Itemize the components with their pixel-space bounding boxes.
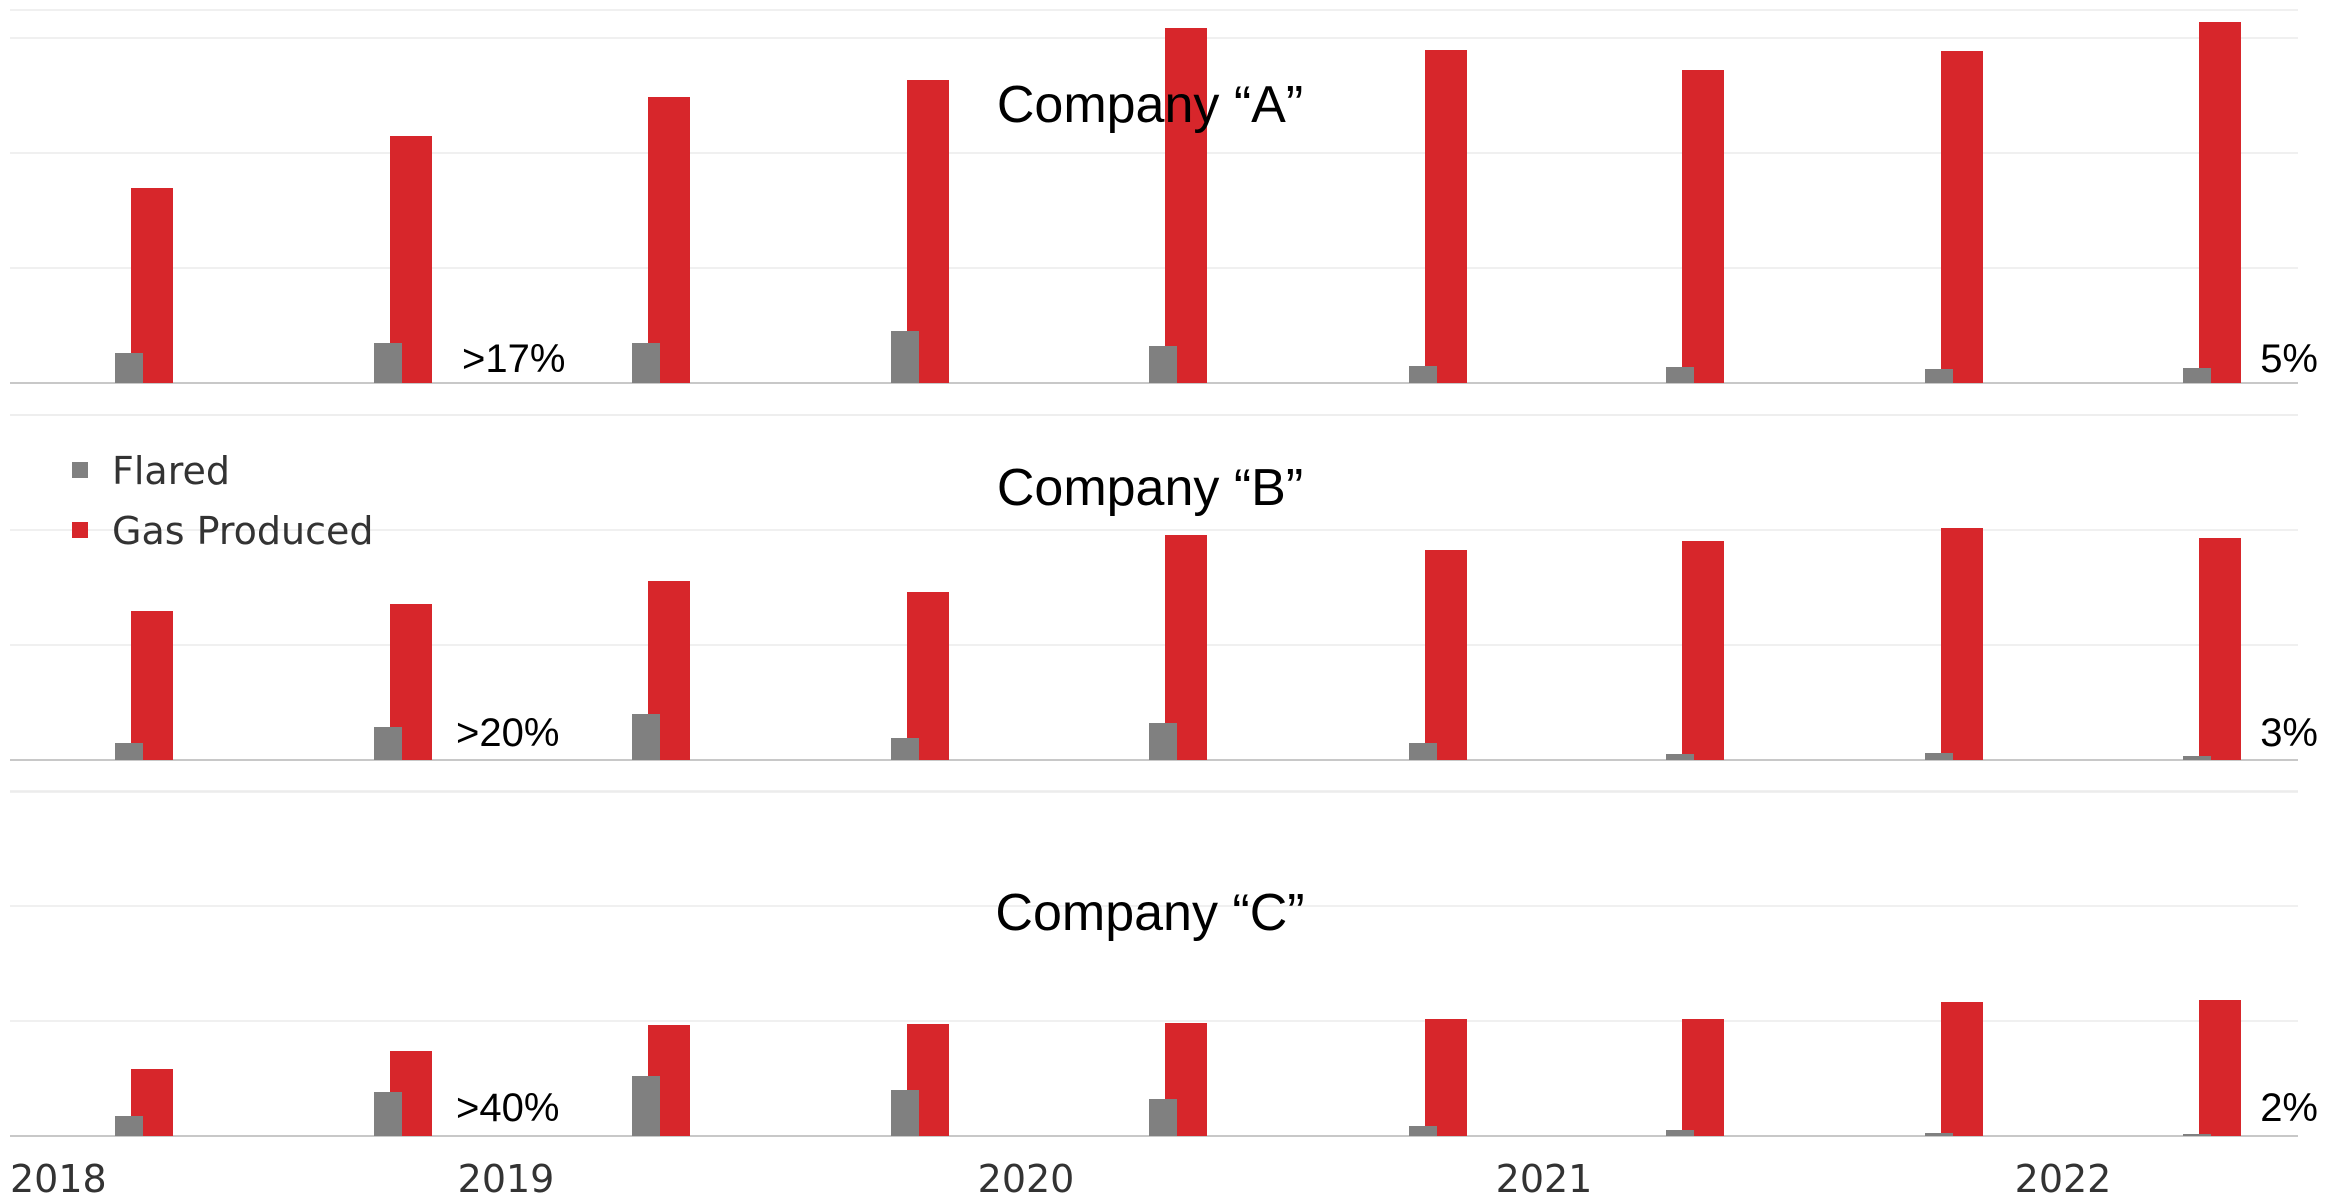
legend-swatch-gas-produced xyxy=(72,522,88,538)
legend-swatch-flared xyxy=(72,462,88,478)
bar-flared xyxy=(1409,743,1437,760)
bar-flared xyxy=(1925,369,1953,383)
annotation-flare-end: 5% xyxy=(2260,337,2318,381)
bar-flared xyxy=(1409,366,1437,383)
bar-gas-produced xyxy=(1682,1019,1724,1136)
labels: Company “A” >17% 5% Company “B” >20% 3% Compan… xyxy=(10,76,2318,1196)
panel-title: Company “C” xyxy=(995,884,1304,942)
bar-gas-produced xyxy=(1165,535,1207,760)
annotation-flare-end: 2% xyxy=(2260,1086,2318,1130)
bar-gas-produced xyxy=(648,97,690,383)
x-tick-label: 2020 xyxy=(978,1157,1075,1196)
bar-gas-produced xyxy=(1941,1002,1983,1136)
bar-flared xyxy=(115,353,143,383)
bar-flared xyxy=(1666,754,1694,760)
annotation-flare-end: 3% xyxy=(2260,711,2318,755)
bar-flared xyxy=(115,743,143,760)
bar-gas-produced xyxy=(131,188,173,383)
bar-flared xyxy=(374,343,402,383)
bar-flared xyxy=(632,343,660,383)
x-tick-label: 2019 xyxy=(458,1157,555,1196)
bar-gas-produced xyxy=(1941,528,1983,760)
panel-title: Company “B” xyxy=(997,459,1303,517)
bar-gas-produced xyxy=(2199,538,2241,760)
bar-gas-produced xyxy=(1425,50,1467,383)
bar-gas-produced xyxy=(131,611,173,760)
bar-flared xyxy=(374,1092,402,1136)
bar-gas-produced xyxy=(1165,28,1207,383)
bar-gas-produced xyxy=(1425,1019,1467,1136)
bar-flared xyxy=(2183,1134,2211,1136)
bar-flared xyxy=(1925,1133,1953,1136)
bars xyxy=(115,22,2241,1136)
bar-gas-produced xyxy=(1682,70,1724,383)
bar-gas-produced xyxy=(1682,541,1724,760)
bar-flared xyxy=(1925,753,1953,760)
bar-flared xyxy=(891,1090,919,1136)
bar-gas-produced xyxy=(907,592,949,760)
bar-flared xyxy=(1149,346,1177,383)
legend: Flared Gas Produced xyxy=(72,449,374,553)
bar-gas-produced xyxy=(390,136,432,383)
x-tick-label: 2021 xyxy=(1496,1157,1593,1196)
bar-flared xyxy=(115,1116,143,1136)
legend-label-flared: Flared xyxy=(112,449,230,493)
bar-flared xyxy=(2183,368,2211,383)
legend-label-gas-produced: Gas Produced xyxy=(112,509,374,553)
bar-flared xyxy=(1666,1130,1694,1136)
x-tick-label: 2018 xyxy=(10,1157,107,1196)
bar-gas-produced xyxy=(1941,51,1983,383)
bar-flared xyxy=(1666,367,1694,383)
x-tick-label: 2022 xyxy=(2015,1157,2112,1196)
bar-flared xyxy=(374,727,402,760)
panel-title: Company “A” xyxy=(997,76,1303,134)
bar-flared xyxy=(1149,723,1177,760)
bar-gas-produced xyxy=(2199,22,2241,383)
bar-flared xyxy=(632,1076,660,1136)
bar-gas-produced xyxy=(2199,1000,2241,1136)
annotation-flare-start: >40% xyxy=(456,1086,559,1130)
bar-flared xyxy=(891,738,919,760)
bar-flared xyxy=(1149,1099,1177,1136)
annotation-flare-start: >17% xyxy=(462,337,565,381)
bar-flared xyxy=(632,714,660,760)
bar-flared xyxy=(2183,756,2211,760)
bar-flared xyxy=(1409,1126,1437,1136)
bar-flared xyxy=(891,331,919,383)
annotation-flare-start: >20% xyxy=(456,711,559,755)
bar-gas-produced xyxy=(1425,550,1467,760)
